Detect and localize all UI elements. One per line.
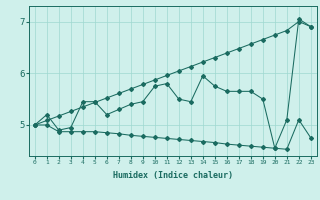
X-axis label: Humidex (Indice chaleur): Humidex (Indice chaleur) — [113, 171, 233, 180]
